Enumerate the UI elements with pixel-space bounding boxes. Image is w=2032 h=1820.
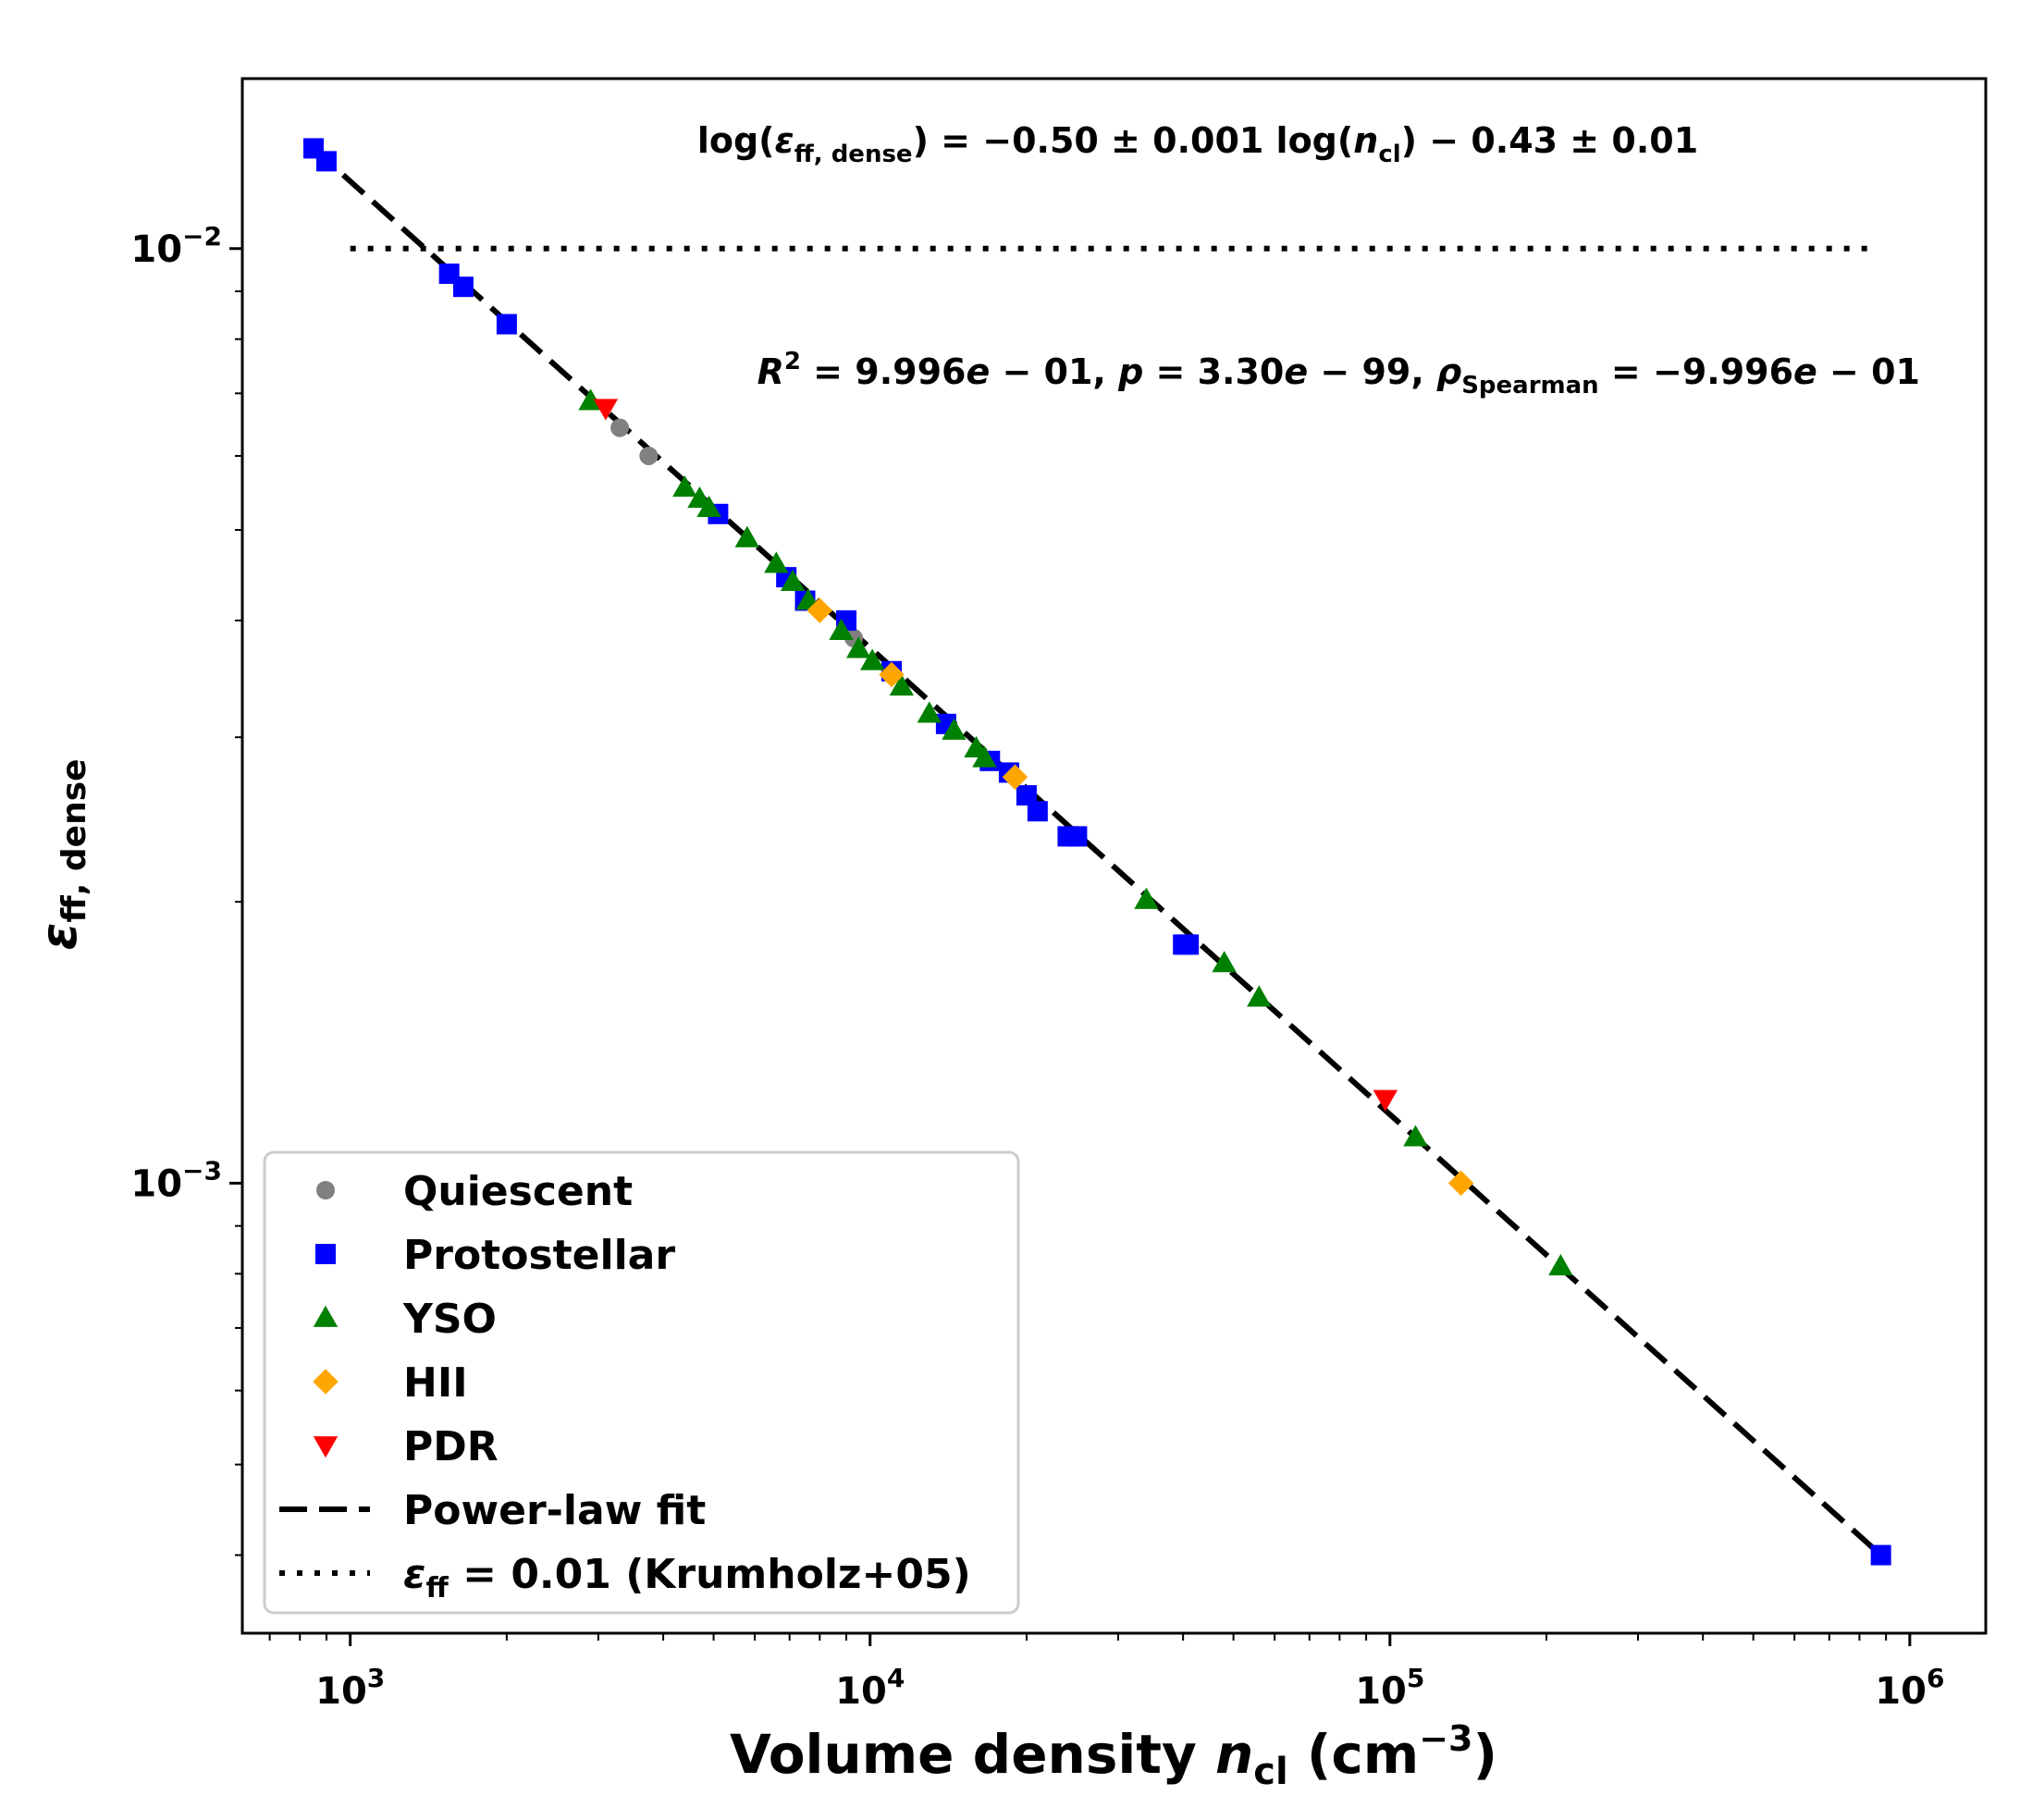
y-tick-label: 10−3	[130, 1155, 222, 1205]
data-point-protostellar	[1178, 934, 1200, 955]
legend-symbol-pdr	[313, 1436, 339, 1458]
legend-label: YSO	[402, 1296, 497, 1343]
data-point-yso	[1134, 887, 1159, 909]
fit-equation: log(εff, dense) = −0.50 ± 0.001 log(ncl)…	[697, 120, 1698, 168]
data-point-yso	[780, 569, 806, 592]
legend-box	[263, 1150, 1020, 1615]
legend-label: PDR	[403, 1423, 499, 1470]
legend-symbol-protostellar	[315, 1244, 336, 1264]
data-point-yso	[734, 525, 759, 547]
legend-symbol-hii	[313, 1369, 339, 1395]
data-point-yso	[972, 745, 997, 768]
data-point-yso	[672, 474, 697, 498]
data-point-protostellar	[452, 277, 474, 298]
data-point-yso	[1548, 1253, 1573, 1276]
data-point-yso	[846, 636, 871, 658]
markers-layer	[303, 138, 1891, 1566]
data-point-hii	[879, 661, 905, 688]
data-point-hii	[807, 597, 833, 623]
x-tick-label: 105	[1355, 1663, 1424, 1713]
x-tick-label: 106	[1875, 1663, 1944, 1713]
fit-statistics: R2 = 9.996e − 01, p = 3.30e − 99, ρSpear…	[757, 348, 1920, 400]
data-point-hii	[1447, 1170, 1474, 1197]
data-point-quiescent	[639, 446, 659, 465]
data-point-protostellar	[1066, 826, 1088, 847]
data-point-protostellar	[1016, 785, 1037, 806]
data-point-protostellar	[1870, 1544, 1891, 1566]
legend-symbol-quiescent	[316, 1181, 335, 1199]
data-point-yso	[917, 701, 942, 723]
data-point-yso	[764, 551, 789, 573]
data-point-yso	[942, 718, 967, 740]
legend-label: Power-law fit	[403, 1487, 706, 1534]
data-point-hii	[1002, 764, 1028, 790]
legend: Quiescent Protostellar YSO HII PDR Power-law …	[263, 1150, 1020, 1615]
x-axis-title: Volume density ncl (cm−3)	[730, 1718, 1497, 1793]
legend-symbol-yso	[313, 1305, 339, 1327]
x-tick-label: 103	[315, 1663, 385, 1713]
data-point-yso	[1212, 951, 1237, 973]
data-point-pdr	[593, 399, 619, 421]
legend-label: εff = 0.01 (Krumholz+05)	[403, 1551, 971, 1605]
data-point-quiescent	[610, 418, 630, 437]
data-point-yso	[829, 618, 854, 640]
legend-label: Protostellar	[403, 1232, 675, 1279]
data-point-yso	[578, 388, 603, 411]
plot-frame	[240, 77, 1988, 1635]
y-tick-label: 10−2	[130, 221, 222, 271]
data-point-yso	[1247, 985, 1272, 1007]
legend-label: Quiescent	[403, 1168, 633, 1215]
lines-layer	[312, 146, 1883, 1557]
data-point-protostellar	[1027, 801, 1048, 822]
power-law-fit-line	[312, 146, 1883, 1557]
data-point-yso	[696, 495, 721, 517]
data-point-yso	[1403, 1125, 1428, 1147]
ticks-layer: 103 104 105 106 10−3 10−2	[130, 221, 1944, 1713]
data-point-yso	[859, 648, 885, 670]
data-point-protostellar	[315, 151, 337, 172]
data-point-pdr	[1373, 1089, 1398, 1112]
y-axis-title: εff, dense	[30, 758, 93, 950]
data-point-yso	[889, 674, 915, 696]
legend-label: HII	[403, 1359, 468, 1407]
x-tick-label: 104	[835, 1663, 905, 1713]
data-point-protostellar	[496, 314, 517, 335]
